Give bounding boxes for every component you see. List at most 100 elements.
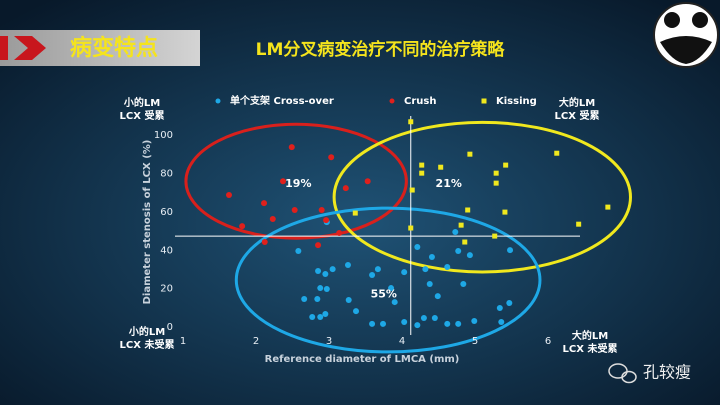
point — [323, 217, 330, 224]
region-ellipse — [234, 206, 542, 354]
corner-label: LCX 受累 — [120, 109, 165, 122]
point — [576, 221, 582, 227]
point — [502, 209, 508, 215]
point — [369, 320, 376, 327]
x-tick-label: 4 — [399, 336, 405, 347]
point — [391, 299, 398, 306]
x-tick-label: 1 — [180, 336, 186, 347]
region-ellipse — [332, 120, 632, 274]
point — [329, 266, 336, 273]
y-tick-label: 60 — [160, 207, 173, 218]
legend-label: 单个支架 Cross-over — [230, 94, 334, 107]
point — [315, 242, 322, 249]
corner-label: LCX 未受累 — [563, 342, 618, 355]
y-axis-label: Diameter stenosis of LCX (%) — [142, 140, 153, 305]
point — [503, 162, 509, 168]
point — [291, 206, 298, 213]
point — [314, 295, 321, 302]
y-tick-label: 40 — [160, 245, 173, 256]
point — [401, 269, 408, 276]
point — [409, 187, 415, 193]
legend-label: Kissing — [496, 96, 537, 107]
corner-label: 小的LM — [128, 325, 165, 338]
point — [388, 285, 395, 292]
legend-marker — [215, 98, 221, 104]
corner-label: 大的LM — [572, 329, 608, 342]
point — [426, 281, 433, 288]
point — [323, 286, 330, 293]
point — [336, 230, 343, 237]
point — [466, 252, 473, 259]
point — [455, 248, 462, 255]
point — [471, 318, 478, 325]
point — [493, 170, 499, 176]
point — [342, 185, 349, 192]
point — [239, 223, 246, 230]
point — [452, 229, 459, 236]
point — [280, 178, 287, 185]
point — [414, 322, 421, 329]
point — [322, 271, 329, 278]
point — [605, 204, 611, 210]
point — [261, 200, 268, 207]
point — [431, 314, 438, 321]
watermark-text: 孔较瘦 — [643, 363, 691, 382]
arrow-icon — [0, 36, 46, 60]
point — [317, 314, 324, 321]
legend-marker — [481, 98, 487, 104]
point — [352, 210, 358, 216]
point — [506, 300, 513, 307]
point — [419, 170, 425, 176]
x-tick-label: 6 — [545, 336, 551, 347]
corner-label: LCX 受累 — [555, 109, 600, 122]
point — [374, 266, 381, 273]
logo — [653, 2, 719, 68]
point — [434, 293, 441, 300]
point — [315, 267, 322, 274]
point — [401, 319, 408, 326]
y-tick-label: 80 — [160, 169, 173, 180]
point — [444, 320, 451, 327]
x-tick-label: 5 — [472, 336, 478, 347]
point — [438, 164, 444, 170]
point — [353, 308, 360, 315]
corner-label: LCX 未受累 — [120, 338, 175, 351]
point — [318, 206, 325, 213]
point — [380, 320, 387, 327]
point — [369, 272, 376, 279]
point — [309, 314, 316, 321]
y-tick-label: 20 — [160, 284, 173, 295]
point — [295, 248, 302, 255]
point — [462, 239, 468, 245]
x-tick-label: 3 — [326, 336, 332, 347]
x-axis-label: Reference diameter of LMCA (mm) — [265, 354, 460, 365]
point — [422, 266, 429, 273]
point — [498, 319, 505, 326]
legend-label: Crush — [404, 96, 436, 107]
point — [344, 262, 351, 269]
point — [507, 247, 514, 254]
corner-label: 小的LM — [123, 96, 160, 109]
x-tick-label: 2 — [253, 336, 259, 347]
point — [455, 320, 462, 327]
y-tick-label: 100 — [154, 130, 173, 141]
chart-title: LM分叉病变治疗不同的治疗策略 — [256, 39, 506, 60]
point — [493, 180, 499, 186]
point — [322, 310, 329, 317]
region-ellipse — [184, 122, 408, 240]
point — [269, 216, 276, 223]
point — [460, 281, 467, 288]
point — [364, 178, 371, 185]
point — [408, 225, 414, 231]
point — [458, 222, 464, 228]
point — [465, 207, 471, 213]
point — [420, 314, 427, 321]
annotation-label: 55% — [371, 287, 397, 300]
point — [408, 119, 414, 125]
point — [345, 296, 352, 303]
point — [428, 253, 435, 260]
